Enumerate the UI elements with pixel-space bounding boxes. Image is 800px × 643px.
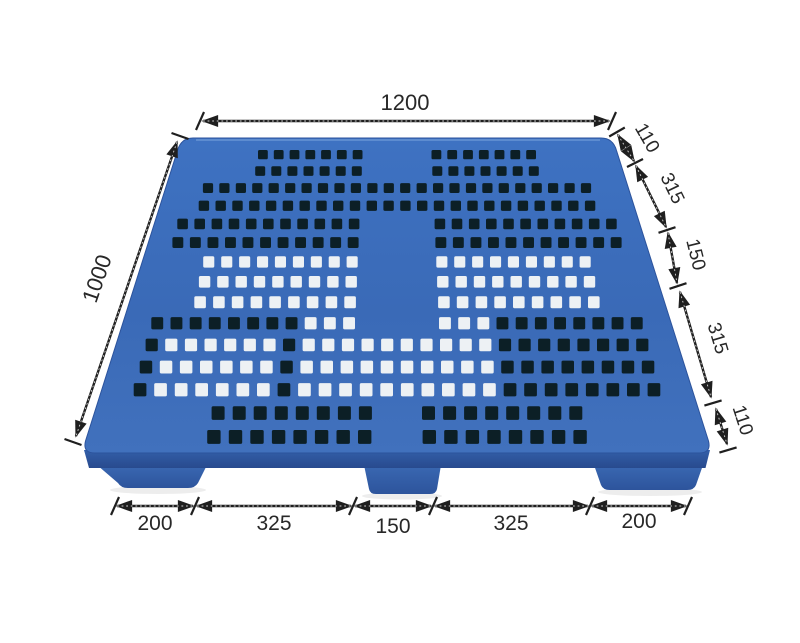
dim-right-seg-0-label: 110 — [630, 120, 663, 157]
dimension-label-top: 1200 — [381, 90, 430, 115]
dim-right-seg-3-label: 315 — [703, 320, 732, 356]
dim-bottom-seg-4-label: 200 — [621, 510, 656, 533]
dim-bottom-seg-3-label: 325 — [493, 512, 528, 535]
dim-right-seg-2-label: 150 — [681, 237, 709, 273]
dim-bottom-seg-2-label: 150 — [375, 515, 410, 538]
dim-bottom-seg-1-label: 325 — [256, 512, 291, 535]
dimension-top: 1200 — [194, 90, 618, 131]
dimension-label-left: 1000 — [77, 251, 117, 305]
pallet-foot-left — [97, 465, 207, 488]
pallet-illustration — [84, 137, 710, 500]
pallet-deck — [84, 137, 710, 454]
foot-shadow — [362, 492, 442, 500]
pallet-foot-center — [364, 465, 441, 494]
dim-bottom-seg-0-label: 200 — [137, 512, 172, 535]
pallet-front-face — [84, 450, 710, 468]
pallet-foot-right — [594, 465, 703, 490]
dim-right-seg-4-label: 110 — [728, 403, 757, 438]
dimension-bottom: 200 325 150 325 200 — [109, 496, 694, 538]
dim-right-seg-1-label: 315 — [656, 170, 689, 208]
pallet-holes — [133, 150, 661, 444]
